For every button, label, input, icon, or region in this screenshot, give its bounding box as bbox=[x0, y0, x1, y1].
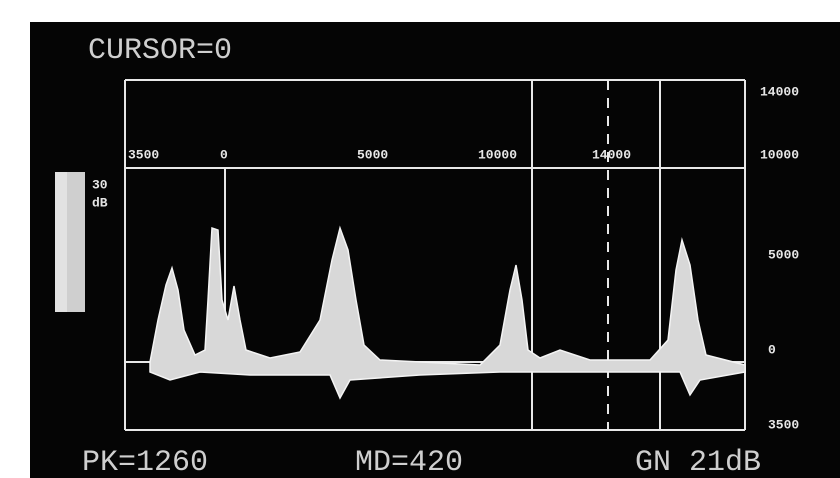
scale-label: 14000 bbox=[760, 84, 799, 99]
screen-background bbox=[30, 22, 840, 478]
scale-label: 5000 bbox=[768, 247, 799, 262]
scale-label: 14000 bbox=[592, 147, 631, 162]
gray-scale-bar-light bbox=[55, 172, 67, 312]
cursor-label: CURSOR=0 bbox=[88, 34, 232, 68]
scale-label: 10000 bbox=[760, 147, 799, 162]
mean-readout: MD=420 bbox=[355, 446, 463, 478]
gain-readout: GN 21dB bbox=[635, 446, 761, 478]
gain-scale-unit: dB bbox=[92, 195, 108, 210]
gain-scale-value: 30 bbox=[92, 177, 108, 192]
scale-label: 3500 bbox=[128, 147, 159, 162]
doppler-screen: CURSOR=0 3500 0 5000 10000 14000 14000 1… bbox=[0, 0, 840, 478]
scale-label: 0 bbox=[220, 147, 228, 162]
scale-label: 5000 bbox=[357, 147, 388, 162]
scale-label: 10000 bbox=[478, 147, 517, 162]
scale-label: 0 bbox=[768, 342, 776, 357]
scale-label: 3500 bbox=[768, 417, 799, 432]
peak-readout: PK=1260 bbox=[82, 446, 208, 478]
